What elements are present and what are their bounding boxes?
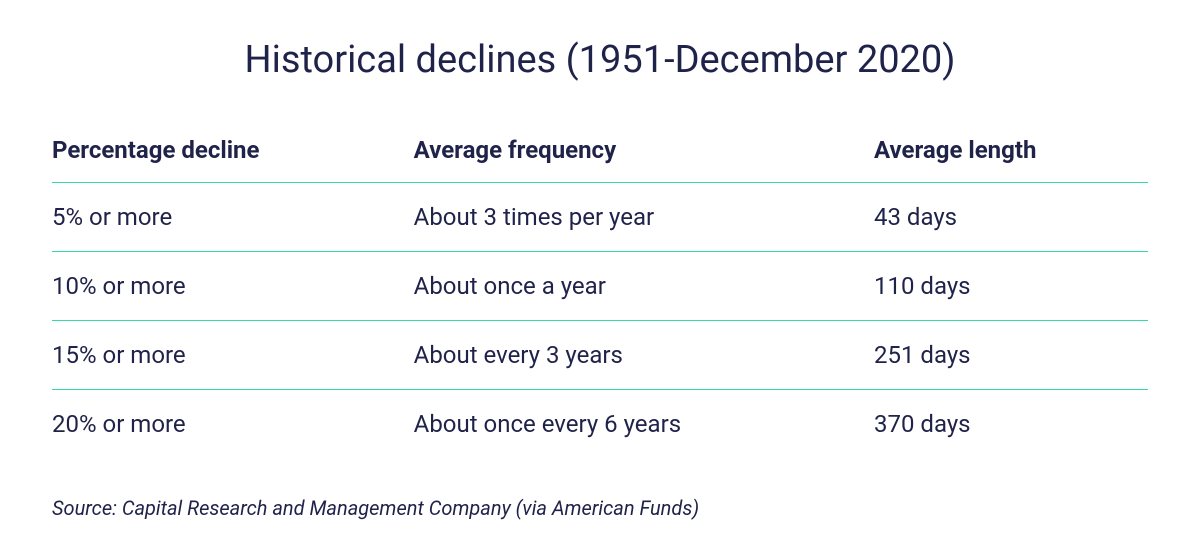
table-header-row: Percentage decline Average frequency Ave… bbox=[52, 122, 1148, 183]
table-row: 15% or more About every 3 years 251 days bbox=[52, 321, 1148, 390]
cell-frequency: About once every 6 years bbox=[414, 390, 874, 459]
cell-decline: 10% or more bbox=[52, 252, 414, 321]
cell-length: 370 days bbox=[874, 390, 1148, 459]
cell-frequency: About once a year bbox=[414, 252, 874, 321]
cell-decline: 15% or more bbox=[52, 321, 414, 390]
table-row: 5% or more About 3 times per year 43 day… bbox=[52, 183, 1148, 252]
cell-length: 251 days bbox=[874, 321, 1148, 390]
cell-decline: 20% or more bbox=[52, 390, 414, 459]
cell-frequency: About every 3 years bbox=[414, 321, 874, 390]
cell-decline: 5% or more bbox=[52, 183, 414, 252]
col-header-decline: Percentage decline bbox=[52, 122, 414, 183]
col-header-frequency: Average frequency bbox=[414, 122, 874, 183]
source-attribution: Source: Capital Research and Management … bbox=[52, 496, 1148, 520]
cell-frequency: About 3 times per year bbox=[414, 183, 874, 252]
table-row: 20% or more About once every 6 years 370… bbox=[52, 390, 1148, 459]
table-row: 10% or more About once a year 110 days bbox=[52, 252, 1148, 321]
declines-table: Percentage decline Average frequency Ave… bbox=[52, 122, 1148, 458]
cell-length: 43 days bbox=[874, 183, 1148, 252]
page-title: Historical declines (1951-December 2020) bbox=[52, 38, 1148, 82]
cell-length: 110 days bbox=[874, 252, 1148, 321]
col-header-length: Average length bbox=[874, 122, 1148, 183]
